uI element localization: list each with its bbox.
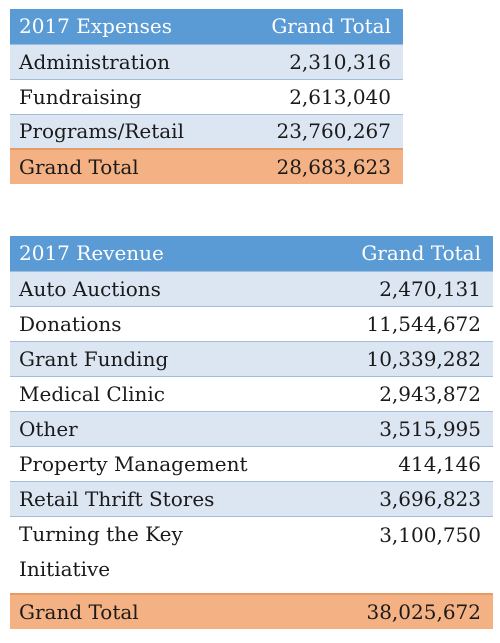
row-label: Programs/Retail [10, 113, 252, 149]
row-label: Administration [10, 43, 252, 79]
grand-total-row: Grand Total 28,683,623 [10, 148, 403, 184]
table-row: Retail Thrift Stores 3,696,823 [10, 480, 493, 516]
table-row: Donations 11,544,672 [10, 305, 493, 341]
row-value: 2,943,872 [287, 375, 493, 411]
table-row: Medical Clinic 2,943,872 [10, 375, 493, 411]
expenses-header-total: Grand Total [252, 9, 403, 44]
row-value: 3,515,995 [287, 410, 493, 446]
row-value: 11,544,672 [287, 305, 493, 341]
row-value: 3,100,750 [287, 515, 493, 594]
grand-total-label: Grand Total [10, 148, 252, 184]
expenses-header-label: 2017 Expenses [10, 9, 252, 44]
grand-total-label: Grand Total [10, 592, 287, 629]
row-label: Turning the Key Initiative [10, 515, 287, 594]
row-label: Donations [10, 305, 287, 341]
row-value: 414,146 [287, 445, 493, 481]
row-value: 2,310,316 [252, 43, 403, 79]
table-row: Fundraising 2,613,040 [10, 78, 403, 114]
row-label: Fundraising [10, 78, 252, 114]
table-header-row: 2017 Expenses Grand Total [10, 9, 403, 44]
row-label: Retail Thrift Stores [10, 480, 287, 516]
table-header-row: 2017 Revenue Grand Total [10, 236, 493, 271]
row-value: 2,470,131 [287, 270, 493, 306]
row-label: Other [10, 410, 287, 446]
table-row: Property Management 414,146 [10, 445, 493, 481]
row-value: 2,613,040 [252, 78, 403, 114]
grand-total-value: 28,683,623 [252, 148, 403, 184]
row-value: 23,760,267 [252, 113, 403, 149]
row-label: Grant Funding [10, 340, 287, 376]
revenue-header-label: 2017 Revenue [10, 236, 287, 271]
table-row: Auto Auctions 2,470,131 [10, 270, 493, 306]
row-label: Auto Auctions [10, 270, 287, 306]
table-row: Other 3,515,995 [10, 410, 493, 446]
table-row: Grant Funding 10,339,282 [10, 340, 493, 376]
table-row: Programs/Retail 23,760,267 [10, 113, 403, 149]
row-label: Property Management [10, 445, 287, 481]
grand-total-row: Grand Total 38,025,672 [10, 592, 493, 629]
row-value: 10,339,282 [287, 340, 493, 376]
revenue-table: 2017 Revenue Grand Total Auto Auctions 2… [10, 236, 493, 629]
expenses-table: 2017 Expenses Grand Total Administration… [10, 9, 403, 184]
row-label: Medical Clinic [10, 375, 287, 411]
row-value: 3,696,823 [287, 480, 493, 516]
table-row: Turning the Key Initiative 3,100,750 [10, 515, 493, 594]
grand-total-value: 38,025,672 [287, 592, 493, 629]
revenue-header-total: Grand Total [287, 236, 493, 271]
table-row: Administration 2,310,316 [10, 43, 403, 79]
